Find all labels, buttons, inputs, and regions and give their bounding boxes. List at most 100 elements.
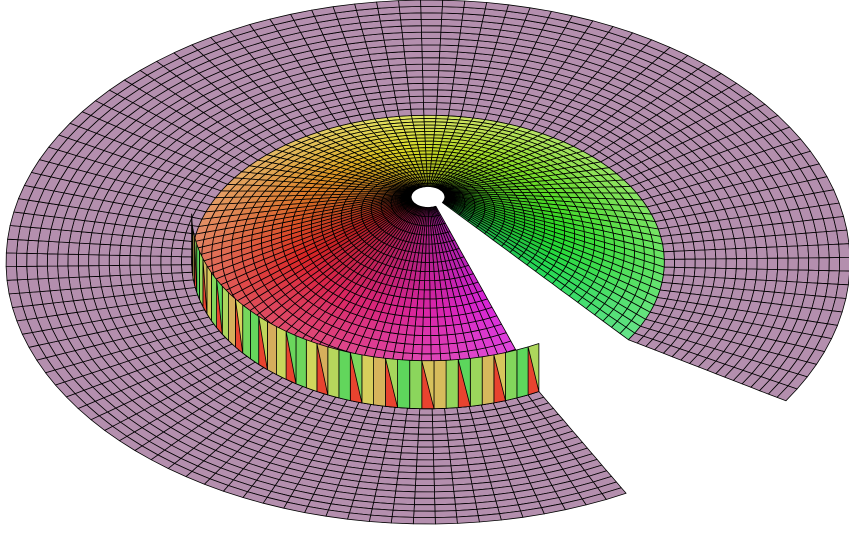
disk-cell xyxy=(46,253,59,267)
spiral-cell xyxy=(422,325,432,336)
disk-cell xyxy=(420,12,443,20)
disk-cell xyxy=(808,257,820,271)
disk-cell xyxy=(766,246,779,259)
disk-cell xyxy=(434,510,458,518)
disk-cell xyxy=(397,108,412,117)
spiral-cell xyxy=(414,316,424,327)
disk-cell xyxy=(180,256,193,266)
disk-cell xyxy=(456,515,480,524)
disk-cell xyxy=(393,497,416,506)
disk-cell xyxy=(139,245,152,257)
disk-cell xyxy=(431,407,446,416)
wall-panel xyxy=(469,356,483,407)
spiral-cell xyxy=(424,137,435,142)
disk-cell xyxy=(714,267,727,279)
disk-cell xyxy=(433,459,452,467)
disk-cell xyxy=(836,229,849,245)
disk-cell xyxy=(170,264,183,274)
disk-cell xyxy=(415,465,435,474)
disk-cell xyxy=(140,273,153,285)
disk-cell xyxy=(776,269,789,282)
disk-cell xyxy=(418,420,434,429)
spiral-cell xyxy=(422,166,428,171)
disk-cell xyxy=(391,509,415,518)
disk-cell xyxy=(420,18,443,27)
disk-cell xyxy=(703,239,716,251)
spiral-cell xyxy=(422,316,432,327)
disk-cell xyxy=(420,0,444,7)
disk-cell xyxy=(405,414,420,422)
disk-cell xyxy=(704,267,717,279)
wall-panel xyxy=(361,354,375,406)
disk-cell xyxy=(438,63,457,72)
disk-cell xyxy=(735,247,748,260)
disk-cell xyxy=(673,266,686,277)
disk-cell xyxy=(806,269,820,284)
disk-cell xyxy=(422,76,439,84)
disk-cell xyxy=(756,257,768,270)
spiral-cell xyxy=(423,114,437,119)
disk-cell xyxy=(67,242,80,255)
disk-cell xyxy=(434,497,456,506)
disk-cell xyxy=(180,264,193,274)
disk-cell xyxy=(400,25,422,33)
disk-cell xyxy=(408,95,424,104)
disk-cell xyxy=(704,249,717,260)
disk-cell xyxy=(765,268,778,282)
disk-cell xyxy=(400,445,419,454)
disk-cell xyxy=(439,38,460,47)
disk-cell xyxy=(662,242,675,253)
disk-cell xyxy=(682,241,695,252)
disk-cell xyxy=(435,108,450,117)
disk-cell xyxy=(661,274,675,284)
disk-cell xyxy=(437,70,456,78)
disk-cell xyxy=(422,95,438,103)
disk-cell xyxy=(440,31,461,40)
disk-cell xyxy=(432,427,448,435)
disk-cell xyxy=(735,258,748,270)
disk-cell xyxy=(7,225,21,241)
disk-cell xyxy=(150,246,163,257)
disk-cell xyxy=(181,248,194,258)
disk-cell xyxy=(404,57,423,65)
wall-panel xyxy=(433,359,447,410)
spiral-cell xyxy=(446,333,458,345)
disk-cell xyxy=(421,44,441,52)
disk-cell xyxy=(150,264,162,275)
spiral-cell xyxy=(435,297,444,309)
disk-cell xyxy=(402,38,423,46)
disk-cell xyxy=(130,274,143,286)
disk-cell xyxy=(5,266,18,281)
spiral-cell xyxy=(438,334,449,345)
disk-cell xyxy=(397,465,417,474)
disk-cell xyxy=(838,243,849,258)
disk-cell xyxy=(376,0,400,9)
disk-cell xyxy=(434,503,457,512)
disk-cell xyxy=(108,264,121,277)
spiral-cell xyxy=(437,316,447,327)
wall-panel xyxy=(397,359,411,409)
spiral-cell xyxy=(436,307,446,318)
spiral-cell xyxy=(439,343,450,355)
disk-cell xyxy=(433,478,454,486)
disk-cell xyxy=(432,439,450,448)
disk-cell xyxy=(161,238,174,249)
disk-cell xyxy=(434,516,458,525)
disk-cell xyxy=(692,276,705,287)
disk-cell xyxy=(787,257,799,271)
disk-cell xyxy=(98,265,111,277)
wall-panel xyxy=(250,310,260,365)
disk-cell xyxy=(835,283,849,299)
disk-cell xyxy=(725,258,737,270)
disk-cell xyxy=(416,452,435,461)
disk-cell xyxy=(171,239,185,250)
disk-cell xyxy=(57,253,69,267)
disk-cell xyxy=(119,244,132,256)
disk-cell xyxy=(416,459,435,467)
disk-cell xyxy=(432,420,448,429)
disk-cell xyxy=(440,18,463,27)
disk-cell xyxy=(400,18,422,27)
disk-cell xyxy=(414,491,436,499)
disk-cell xyxy=(98,243,111,256)
disk-cell xyxy=(423,108,438,116)
